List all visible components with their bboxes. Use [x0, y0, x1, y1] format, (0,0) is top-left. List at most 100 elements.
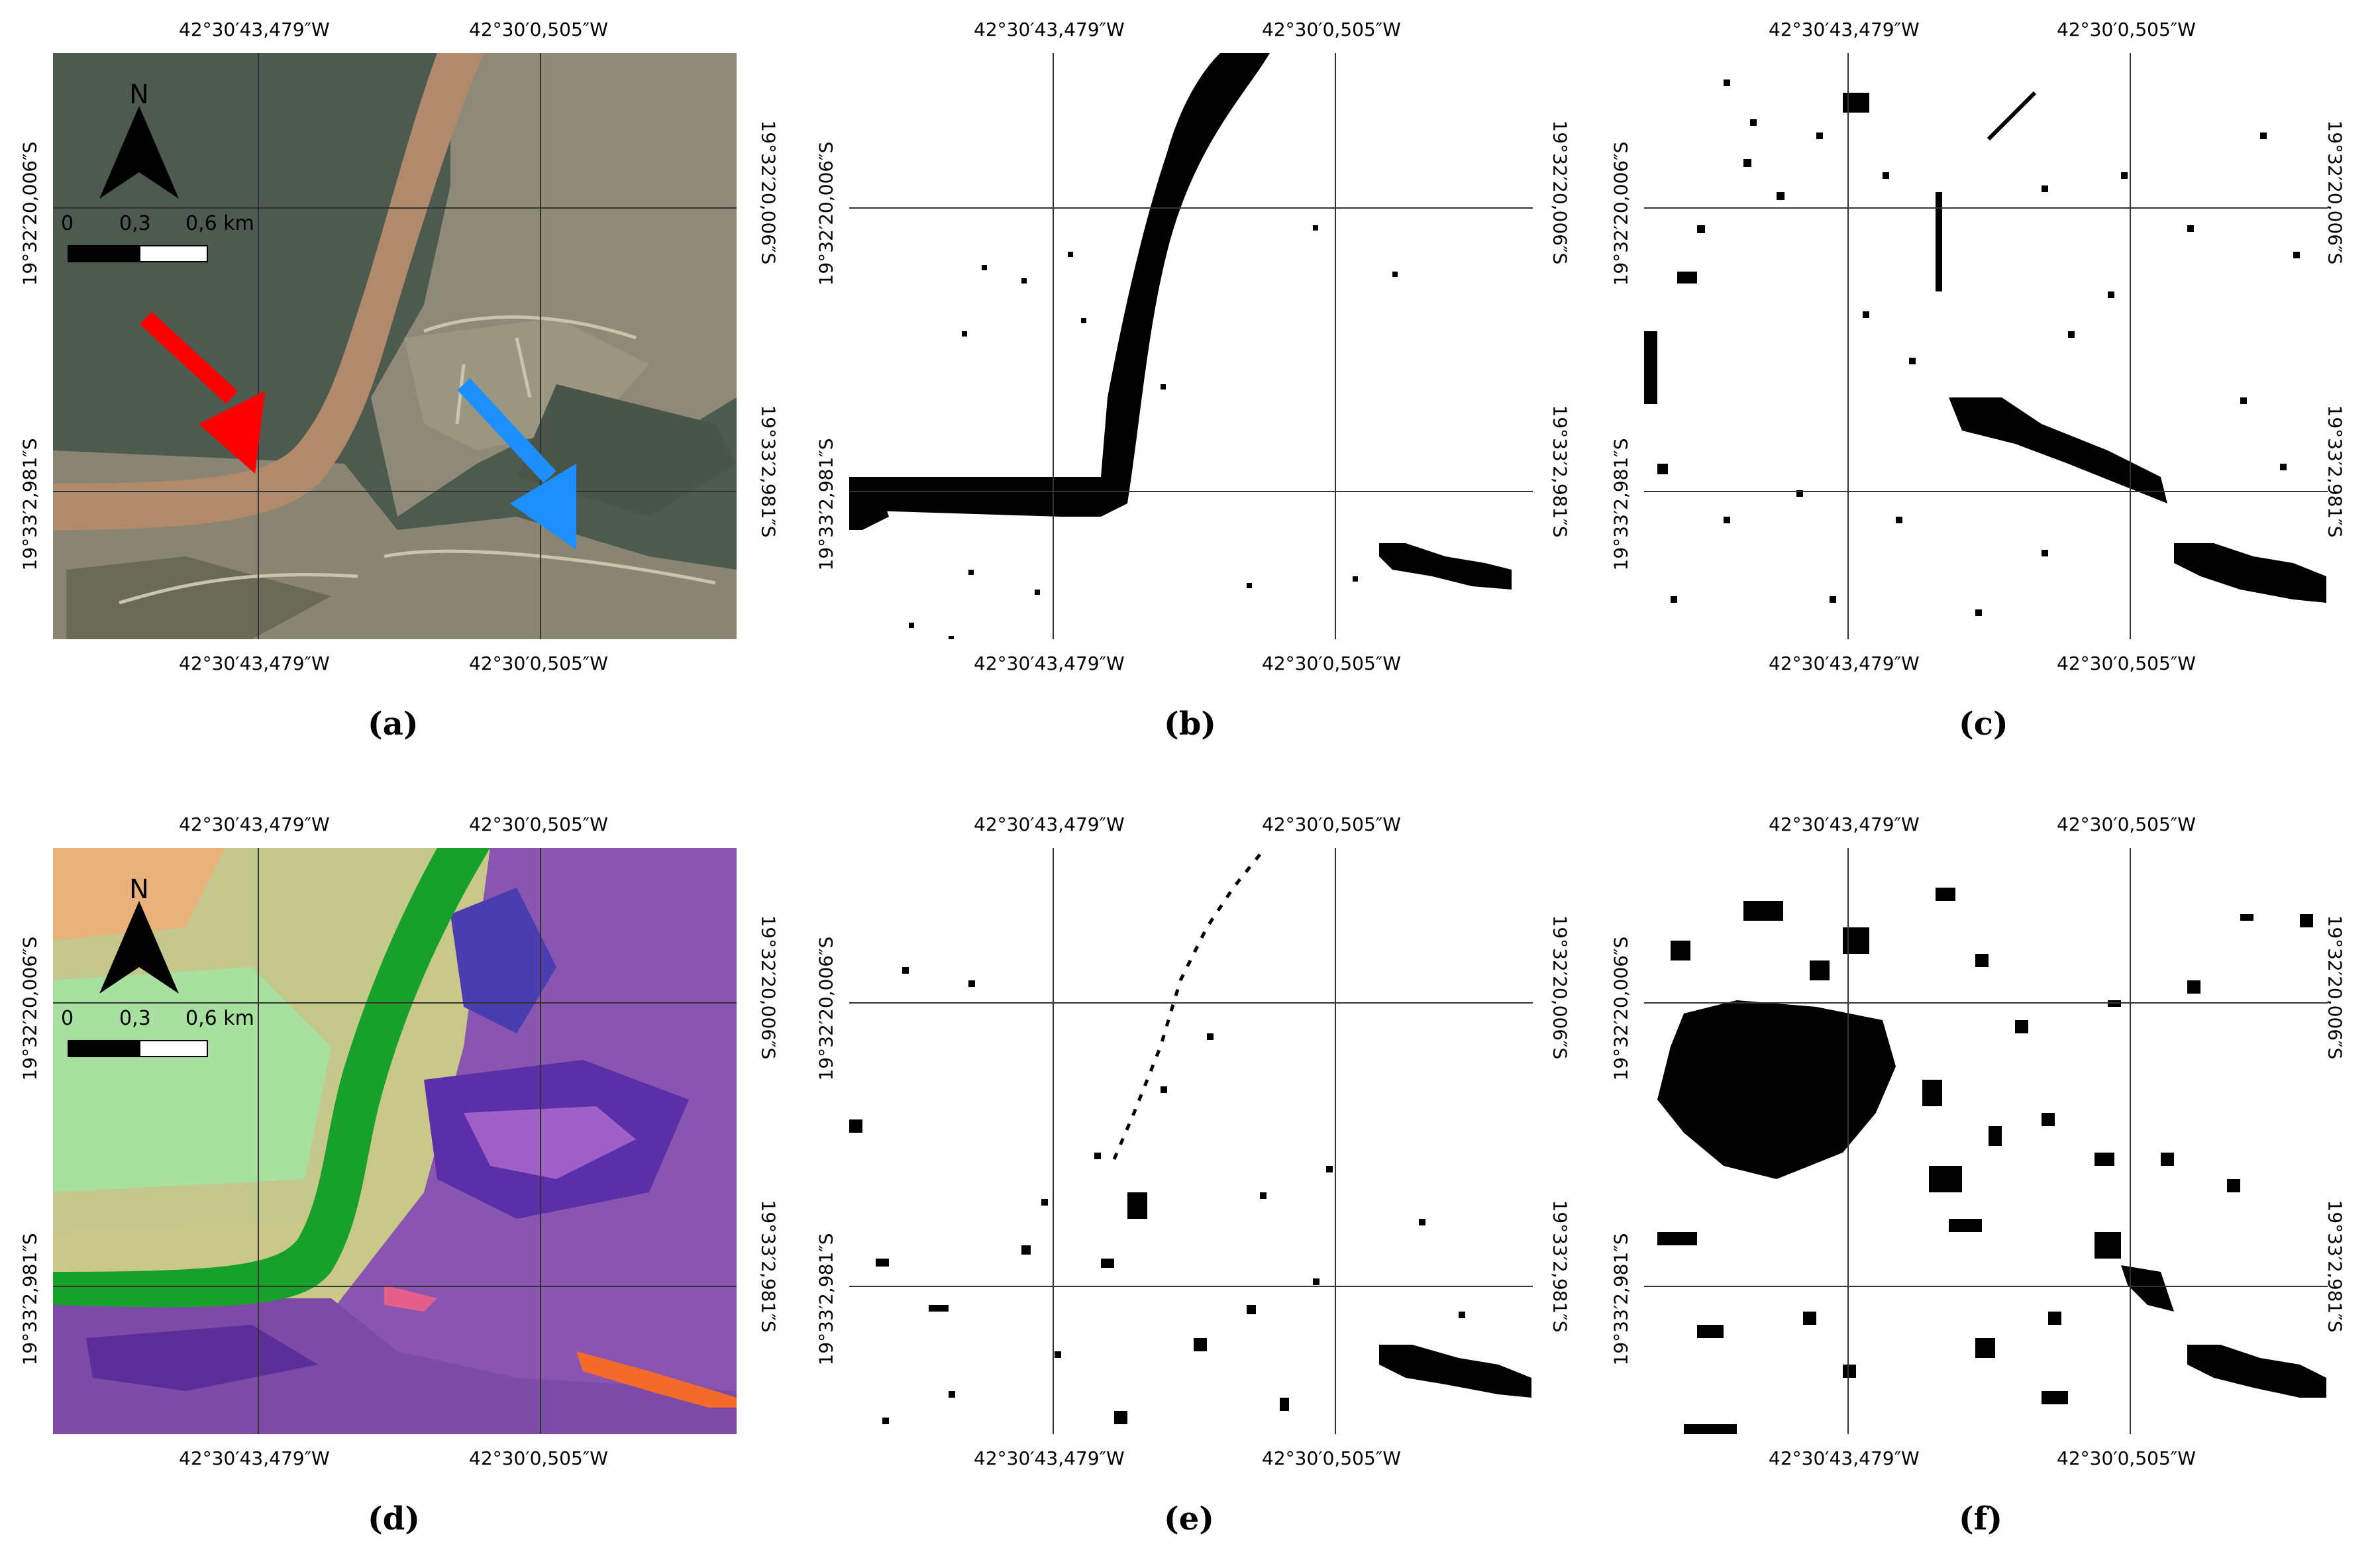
lon-bottom-2: 42°30′0,505″W	[1262, 1447, 1401, 1469]
lon-bottom-1: 42°30′43,479″W	[1769, 1447, 1920, 1469]
lon-top-2: 42°30′0,505″W	[2057, 19, 2196, 40]
grid-v-1	[1053, 53, 1054, 639]
scale-label-1: 0,3	[119, 1007, 151, 1030]
grid-v-2	[2130, 53, 2131, 639]
lat-right-2: 19°33′2,981″S	[1549, 1200, 1571, 1333]
grid-h-2	[53, 491, 737, 492]
north-arrow-icon	[99, 901, 179, 994]
grid-h-1	[1644, 207, 2328, 209]
lon-top-1: 42°30′43,479″W	[974, 19, 1125, 40]
scale-bar-black	[68, 1040, 142, 1057]
lat-right-1: 19°32′20,006″S	[757, 120, 780, 265]
binary-map-c	[1644, 53, 2328, 639]
caption-f: (f)	[1959, 1500, 2003, 1537]
lat-left-2: 19°33′2,981″S	[19, 438, 41, 571]
grid-v-1	[1847, 53, 1849, 639]
lon-top-2: 42°30′0,505″W	[1262, 813, 1401, 835]
grid-h-1	[53, 207, 737, 209]
lat-right-2: 19°33′2,981″S	[1549, 405, 1571, 538]
caption-e: (e)	[1164, 1500, 1214, 1537]
lat-right-2: 19°33′2,981″S	[757, 405, 780, 538]
binary-map-f	[1644, 848, 2328, 1434]
lon-bottom-2: 42°30′0,505″W	[469, 1447, 608, 1469]
lat-left-1: 19°32′20,006″S	[1610, 141, 1632, 286]
lon-bottom-2: 42°30′0,505″W	[1262, 652, 1401, 674]
lon-bottom-2: 42°30′0,505″W	[2057, 1447, 2196, 1469]
north-label: N	[129, 79, 149, 110]
lat-left-1: 19°32′20,006″S	[19, 141, 41, 286]
lon-bottom-1: 42°30′43,479″W	[1769, 652, 1920, 674]
lon-top-1: 42°30′43,479″W	[974, 813, 1125, 835]
binary-map-b	[849, 53, 1533, 639]
grid-v-2	[540, 53, 541, 639]
lat-left-1: 19°32′20,006″S	[1610, 936, 1632, 1081]
caption-c: (c)	[1959, 705, 2008, 743]
lon-top-1: 42°30′43,479″W	[179, 19, 330, 40]
lon-bottom-1: 42°30′43,479″W	[179, 652, 330, 674]
scale-label-2: 0,6 km	[185, 212, 254, 235]
lat-right-2: 19°33′2,981″S	[757, 1200, 780, 1333]
satellite-image-a: N 0 0,3 0,6 km	[53, 53, 737, 639]
lat-left-2: 19°33′2,981″S	[1610, 1233, 1632, 1366]
grid-h-2	[849, 1286, 1533, 1287]
grid-v-2	[540, 848, 541, 1434]
lat-left-2: 19°33′2,981″S	[815, 438, 837, 571]
red-arrow-icon	[199, 391, 265, 474]
lon-bottom-2: 42°30′0,505″W	[469, 652, 608, 674]
annotation-arrows	[140, 311, 576, 550]
caption-a: (a)	[368, 705, 419, 743]
lat-right-1: 19°32′20,006″S	[1549, 915, 1571, 1060]
caption-d: (d)	[368, 1500, 420, 1537]
lon-top-2: 42°30′0,505″W	[469, 813, 608, 835]
north-arrow-icon	[99, 106, 179, 199]
scale-bar-white	[139, 1040, 208, 1057]
lon-top-2: 42°30′0,505″W	[2057, 813, 2196, 835]
lat-left-2: 19°33′2,981″S	[815, 1233, 837, 1366]
lat-left-2: 19°33′2,981″S	[1610, 438, 1632, 571]
scale-bar: 0 0,3 0,6 km	[60, 212, 254, 272]
scale-bar-black	[68, 245, 142, 262]
lat-right-1: 19°32′20,006″S	[757, 915, 780, 1060]
lat-right-1: 19°32′20,006″S	[1549, 120, 1571, 265]
grid-h-2	[1644, 491, 2328, 492]
binary-map-e	[849, 848, 1533, 1434]
grid-v-1	[1053, 848, 1054, 1434]
lon-top-2: 42°30′0,505″W	[469, 19, 608, 40]
north-label: N	[129, 874, 149, 905]
lon-top-2: 42°30′0,505″W	[1262, 19, 1401, 40]
grid-h-1	[849, 207, 1533, 209]
grid-v-1	[258, 53, 259, 639]
grid-h-2	[1644, 1286, 2328, 1287]
lat-left-1: 19°32′20,006″S	[815, 141, 837, 286]
lon-bottom-1: 42°30′43,479″W	[179, 1447, 330, 1469]
grid-v-2	[1335, 848, 1336, 1434]
grid-h-1	[1644, 1002, 2328, 1004]
scale-label-0: 0	[61, 212, 74, 235]
lat-left-1: 19°32′20,006″S	[815, 936, 837, 1081]
scale-label-2: 0,6 km	[185, 1007, 254, 1030]
lon-top-1: 42°30′43,479″W	[1769, 19, 1920, 40]
grid-h-2	[53, 1286, 737, 1287]
lon-bottom-2: 42°30′0,505″W	[2057, 652, 2196, 674]
scale-label-1: 0,3	[119, 212, 151, 235]
north-arrow: N	[99, 874, 179, 1000]
grid-h-2	[849, 491, 1533, 492]
lon-top-1: 42°30′43,479″W	[1769, 813, 1920, 835]
caption-b: (b)	[1164, 705, 1216, 743]
lon-top-1: 42°30′43,479″W	[179, 813, 330, 835]
blue-arrow-icon	[510, 464, 576, 550]
scale-bar-white	[139, 245, 208, 262]
scale-bar: 0 0,3 0,6 km	[60, 1007, 254, 1066]
grid-h-1	[849, 1002, 1533, 1004]
grid-v-2	[1335, 53, 1336, 639]
grid-h-1	[53, 1002, 737, 1004]
false-color-image-d: N 0 0,3 0,6 km	[53, 848, 737, 1434]
lon-bottom-1: 42°30′43,479″W	[974, 1447, 1125, 1469]
grid-v-1	[258, 848, 259, 1434]
scale-label-0: 0	[61, 1007, 74, 1030]
grid-v-2	[2130, 848, 2131, 1434]
grid-v-1	[1847, 848, 1849, 1434]
lat-left-2: 19°33′2,981″S	[19, 1233, 41, 1366]
lat-left-1: 19°32′20,006″S	[19, 936, 41, 1081]
north-arrow: N	[99, 79, 179, 205]
